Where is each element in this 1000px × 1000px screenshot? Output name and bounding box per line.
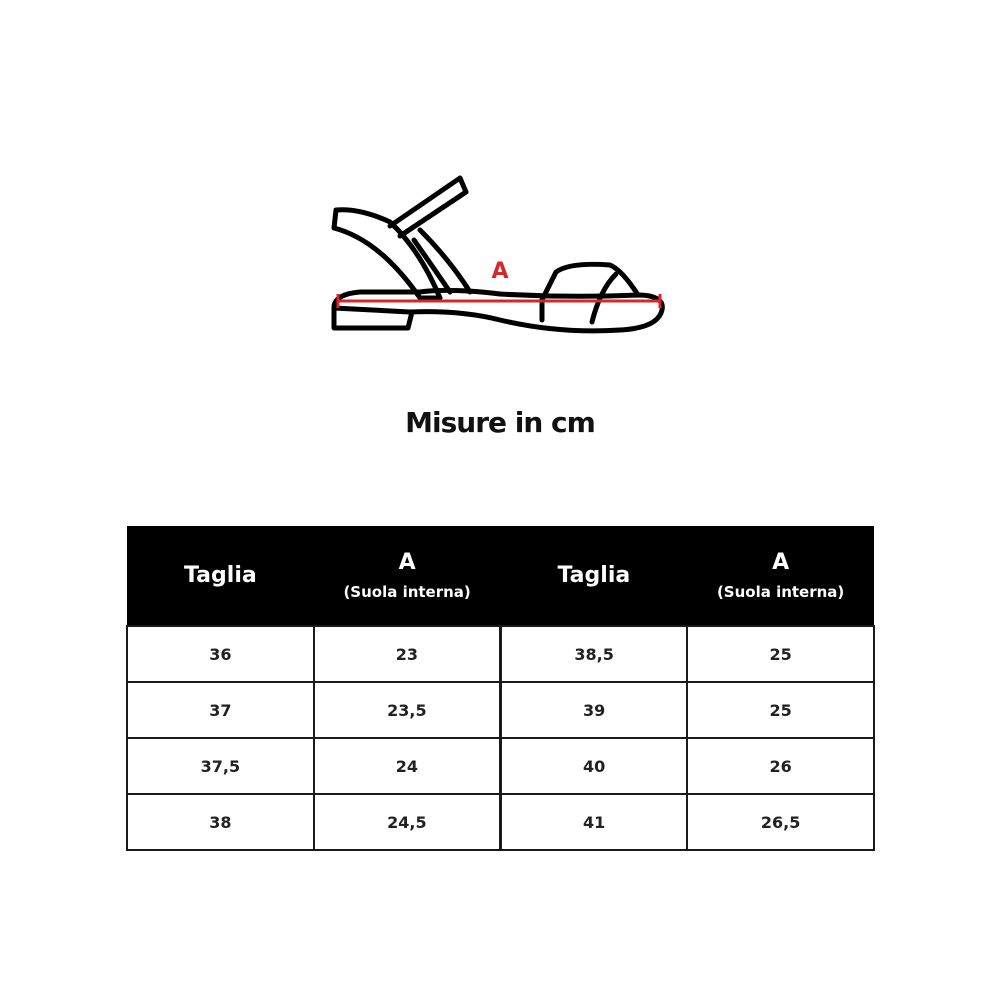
- header-a-sub: (Suola interna): [343, 583, 471, 601]
- table-header-row: Taglia A (Suola interna) Taglia A (Suola i…: [127, 526, 874, 626]
- table-cell: 38: [126, 793, 315, 851]
- table-cell: 23,5: [312, 681, 502, 739]
- table-cell: 26,5: [686, 793, 875, 851]
- table-cell: 41: [499, 793, 689, 851]
- table-cell: 39: [499, 681, 689, 739]
- table-cell: 25: [686, 625, 875, 683]
- table-cell: 38,5: [499, 625, 689, 683]
- header-size-1: Taglia: [127, 526, 314, 626]
- table-cell: 24: [312, 737, 502, 795]
- header-a-label: A: [398, 550, 416, 575]
- header-a-2: A (Suola interna): [687, 526, 874, 626]
- table-cell: 24,5: [312, 793, 502, 851]
- table-cell: 23: [312, 625, 502, 683]
- table-cell: 37: [126, 681, 315, 739]
- table-row: 38 24,5 41 26,5: [126, 793, 875, 851]
- table-cell: 40: [499, 737, 689, 795]
- page-title: Misure in cm: [405, 406, 596, 439]
- sandal-diagram: A: [331, 175, 665, 334]
- header-a-sub: (Suola interna): [716, 583, 845, 601]
- table-row: 36 23 38,5 25: [126, 625, 875, 683]
- header-size-2: Taglia: [500, 526, 688, 626]
- table-cell: 36: [126, 625, 315, 683]
- header-a-label: A: [772, 550, 790, 575]
- table-cell: 26: [686, 737, 875, 795]
- measure-label: A: [491, 259, 508, 284]
- size-table: Taglia A (Suola interna) Taglia A (Suola i…: [126, 526, 875, 851]
- table-cell: 37,5: [126, 737, 315, 795]
- table-row: 37,5 24 40 26: [126, 737, 875, 795]
- table-cell: 25: [686, 681, 875, 739]
- header-a-1: A (Suola interna): [313, 526, 501, 626]
- table-row: 37 23,5 39 25: [126, 681, 875, 739]
